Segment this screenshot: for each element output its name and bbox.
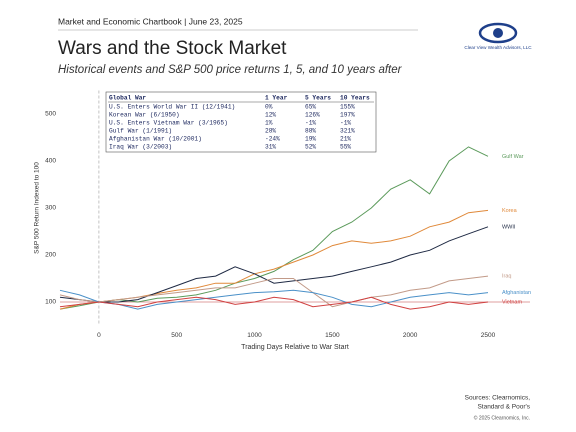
x-axis-label: Trading Days Relative to War Start bbox=[241, 344, 349, 351]
table: Global War 1 Year 5 Years 10 Years U.S. Ente… bbox=[108, 95, 374, 151]
y-tick-label: 300 bbox=[45, 205, 56, 212]
y-tick-label: 400 bbox=[45, 158, 56, 165]
x-tick-label: 500 bbox=[171, 332, 182, 339]
logo-pupil bbox=[493, 28, 503, 38]
plot: 100 200 300 400 500 0 500 1000 1500 2000 2500 Gulf … bbox=[45, 90, 531, 339]
copyright: © 2025 Clearnomics, Inc. bbox=[474, 414, 530, 421]
series-label: Gulf War bbox=[502, 154, 524, 160]
logo-text: Clear View Wealth Advisors, LLC bbox=[464, 45, 532, 50]
chart-subtitle: Historical events and S&P 500 price retu… bbox=[58, 64, 403, 76]
table-cell: 88% bbox=[305, 128, 316, 135]
x-tick-label: 1500 bbox=[325, 332, 340, 339]
series-line bbox=[59, 296, 489, 310]
table-cell: 321% bbox=[340, 128, 355, 135]
table-cell: 28% bbox=[265, 128, 276, 135]
table-cell: -24% bbox=[265, 136, 280, 143]
table-cell: 155% bbox=[340, 104, 355, 111]
table-cell: 52% bbox=[305, 144, 316, 151]
table-cell: 197% bbox=[340, 112, 355, 119]
table-cell: 55% bbox=[340, 144, 351, 151]
series-line bbox=[59, 275, 489, 308]
table-cell: 1% bbox=[265, 120, 273, 127]
table-header: 10 Years bbox=[340, 95, 370, 102]
source: Sources: Clearnomics, bbox=[465, 395, 531, 402]
x-tick-label: 2000 bbox=[403, 332, 418, 339]
series-label: WWII bbox=[502, 224, 516, 230]
logo-eye bbox=[478, 22, 518, 44]
x-tick-label: 0 bbox=[97, 332, 101, 339]
source: Standard & Poor's bbox=[477, 404, 530, 411]
table-cell: 12% bbox=[265, 112, 276, 119]
table-cell: U.S. Enters Vietnam War (3/1965) bbox=[109, 120, 228, 127]
header: Market and Economic Chartbook | June 23,… bbox=[58, 16, 243, 26]
table-cell: 19% bbox=[305, 136, 316, 143]
y-tick-label: 200 bbox=[45, 252, 56, 259]
y-axis-label: S&P 500 Return Indexed to 100 bbox=[34, 162, 41, 254]
table-cell: 65% bbox=[305, 104, 316, 111]
table-cell: 0% bbox=[265, 104, 273, 111]
table-cell: 126% bbox=[305, 112, 320, 119]
table-cell: Afghanistan War (10/2001) bbox=[109, 136, 202, 143]
table-cell: Iraq War (3/2003) bbox=[109, 144, 172, 151]
table-cell: 21% bbox=[340, 136, 351, 143]
series-line bbox=[59, 226, 489, 303]
table-cell: Korean War (6/1950) bbox=[109, 112, 180, 119]
table-header: 1 Year bbox=[265, 95, 288, 102]
table-cell: 31% bbox=[265, 144, 276, 151]
x-tick-label: 1000 bbox=[247, 332, 262, 339]
table-cell: U.S. Enters World War II (12/1941) bbox=[109, 104, 235, 111]
series-label: Korea bbox=[502, 208, 518, 214]
table-header: Global War bbox=[109, 95, 146, 102]
series-label: Iraq bbox=[502, 274, 511, 280]
table-cell: -1% bbox=[340, 120, 351, 127]
table-cell: -1% bbox=[305, 120, 316, 127]
chart-title: Wars and the Stock Market bbox=[58, 38, 287, 59]
y-tick-label: 500 bbox=[45, 111, 56, 118]
y-tick-label: 100 bbox=[45, 299, 56, 306]
series-line bbox=[59, 289, 489, 310]
x-tick-label: 2500 bbox=[481, 332, 496, 339]
series-line bbox=[59, 146, 489, 310]
series-label: Vietnam bbox=[502, 299, 522, 305]
series-label: Afghanistan bbox=[502, 290, 531, 296]
table-header: 5 Years bbox=[305, 95, 331, 102]
table-cell: Gulf War (1/1991) bbox=[109, 128, 172, 135]
